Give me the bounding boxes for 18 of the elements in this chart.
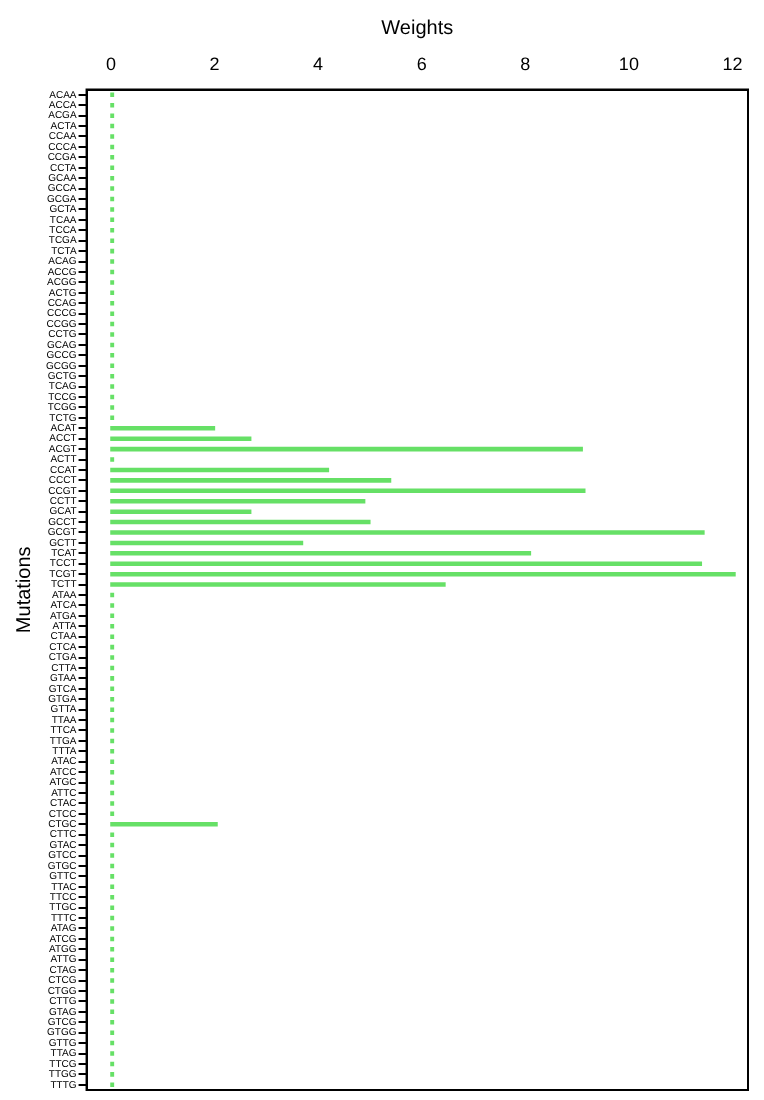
bar xyxy=(110,582,446,587)
x-tick-label: 12 xyxy=(722,53,743,74)
bar xyxy=(110,561,703,567)
x-tick-label: 6 xyxy=(416,53,427,74)
bar xyxy=(110,822,218,827)
x-tick-label: 4 xyxy=(313,53,324,74)
bar xyxy=(110,551,532,556)
x-tick-label: 0 xyxy=(105,53,116,74)
x-tick-label: 2 xyxy=(209,53,220,74)
bar xyxy=(110,426,216,431)
bar xyxy=(110,436,252,441)
x-tick-label: 8 xyxy=(520,53,531,74)
x-axis-title: Weights xyxy=(381,17,454,40)
y-axis-title: Mutations xyxy=(13,546,36,634)
x-tick-label: 10 xyxy=(618,53,639,74)
bar xyxy=(110,530,705,535)
bar xyxy=(110,509,252,514)
bar xyxy=(110,478,392,483)
